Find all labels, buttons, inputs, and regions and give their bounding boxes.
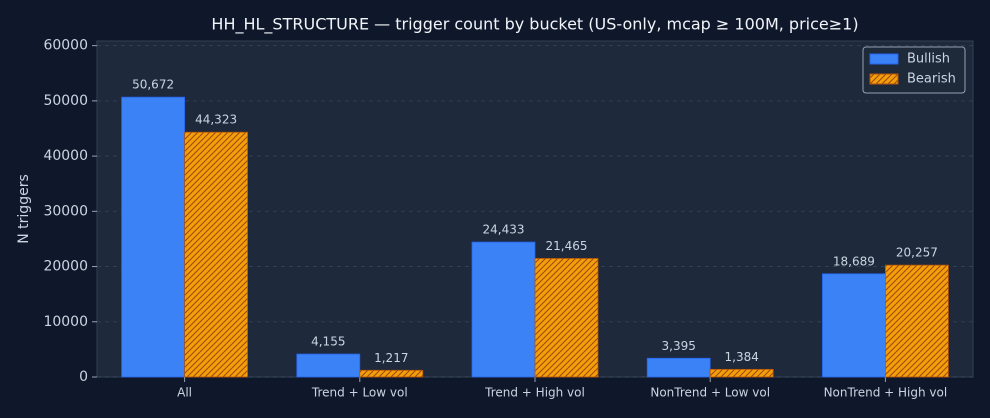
y-tick-label: 60000 xyxy=(43,38,88,54)
y-axis-label: N triggers xyxy=(16,174,32,244)
bar xyxy=(534,258,599,378)
y-tick-label: 20000 xyxy=(43,259,88,275)
y-tick-label: 50000 xyxy=(43,93,88,109)
chart-title: HH_HL_STRUCTURE — trigger count by bucke… xyxy=(211,15,858,35)
bar xyxy=(471,241,536,378)
y-tick-label: 30000 xyxy=(43,203,88,219)
bar xyxy=(822,273,886,378)
value-label: 3,395 xyxy=(662,339,696,353)
x-tick-label: Trend + Low vol xyxy=(311,386,408,400)
bar xyxy=(296,353,361,378)
value-label: 20,257 xyxy=(896,246,938,260)
x-tick-label: All xyxy=(177,386,192,400)
bar xyxy=(885,264,949,378)
legend-swatch xyxy=(869,53,899,65)
x-tick-label: NonTrend + Low vol xyxy=(650,386,770,400)
value-label: 18,689 xyxy=(833,254,875,268)
value-label: 4,155 xyxy=(311,335,345,349)
value-label: 50,672 xyxy=(132,78,174,92)
y-tick-label: 10000 xyxy=(43,314,88,330)
bar xyxy=(184,131,249,378)
bar xyxy=(121,96,185,378)
x-tick-label: Trend + High vol xyxy=(484,386,585,400)
legend-label: Bullish xyxy=(907,52,950,67)
x-tick-label: NonTrend + High vol xyxy=(824,386,948,400)
y-tick-label: 40000 xyxy=(43,148,88,164)
value-label: 24,433 xyxy=(483,223,525,237)
bar xyxy=(646,357,711,378)
value-label: 1,217 xyxy=(374,351,408,365)
value-label: 44,323 xyxy=(195,113,237,127)
bar xyxy=(709,368,774,378)
y-tick-label: 0 xyxy=(79,369,88,385)
value-label: 21,465 xyxy=(546,239,588,253)
value-label: 1,384 xyxy=(725,350,759,364)
legend-label: Bearish xyxy=(907,72,956,87)
bar xyxy=(359,369,424,378)
legend-swatch xyxy=(869,73,899,85)
